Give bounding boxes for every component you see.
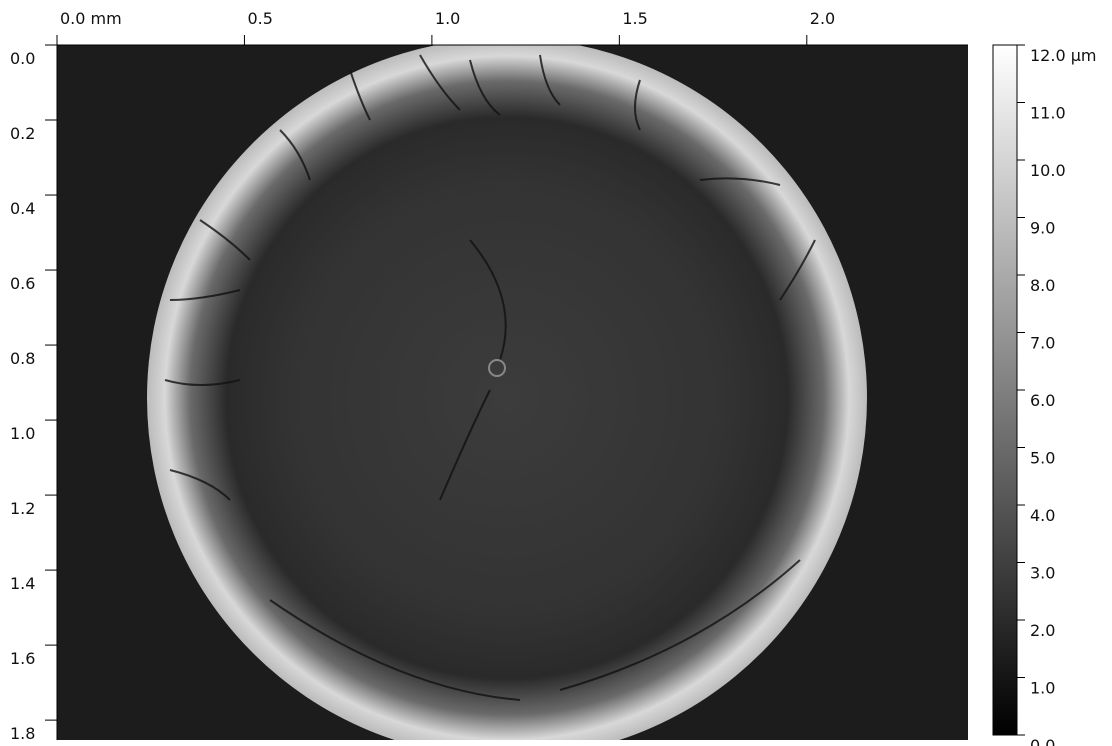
y-tick-label: 1.6 xyxy=(10,649,35,668)
y-tick-label: 1.0 xyxy=(10,424,35,443)
colorbar-tick-label: 7.0 xyxy=(1030,334,1055,353)
colorbar-tick-label: 12.0 µm xyxy=(1030,46,1096,65)
y-tick-label: 0.6 xyxy=(10,274,35,293)
colorbar-tick-label: 3.0 xyxy=(1030,564,1055,583)
x-tick-label: 1.0 xyxy=(435,9,460,28)
y-tick-label: 0.8 xyxy=(10,349,35,368)
y-tick-label: 1.2 xyxy=(10,499,35,518)
y-tick-label: 0.0 xyxy=(10,49,35,68)
colorbar-tick-label: 10.0 xyxy=(1030,161,1066,180)
y-tick-label: 0.4 xyxy=(10,199,35,218)
colorbar-tick-label: 0.0 xyxy=(1030,736,1055,746)
height-map xyxy=(57,38,968,746)
colorbar-tick-label: 2.0 xyxy=(1030,621,1055,640)
colorbar-tick-label: 11.0 xyxy=(1030,104,1066,123)
y-tick-label: 1.4 xyxy=(10,574,35,593)
colorbar-tick-label: 6.0 xyxy=(1030,391,1055,410)
colorbar-tick-label: 8.0 xyxy=(1030,276,1055,295)
y-tick-label: 1.8 xyxy=(10,724,35,743)
y-tick-label: 0.2 xyxy=(10,124,35,143)
chart: 0.0 mm 0.5 1.0 1.5 2.0 0.0 0.2 0.4 0.6 0.8 1.0 1.2 1… xyxy=(0,0,1112,746)
colorbar-tick-label: 1.0 xyxy=(1030,679,1055,698)
x-tick-label: 0.5 xyxy=(247,9,272,28)
x-tick-label: 1.5 xyxy=(622,9,647,28)
x-tick-label: 0.0 mm xyxy=(60,9,122,28)
colorbar xyxy=(993,45,1017,735)
colorbar-tick-label: 5.0 xyxy=(1030,449,1055,468)
x-tick-label: 2.0 xyxy=(810,9,835,28)
colorbar-tick-label: 4.0 xyxy=(1030,506,1055,525)
colorbar-tick-label: 9.0 xyxy=(1030,219,1055,238)
